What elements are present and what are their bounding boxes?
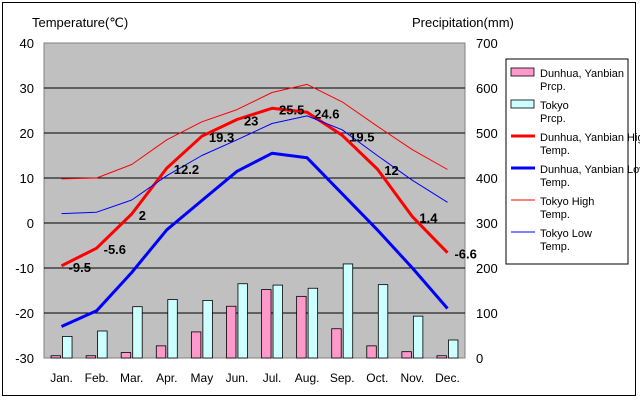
precip-bar [62,335,73,359]
precip-bar [366,345,377,359]
right-tick-label: 200 [476,261,498,276]
precip-bar [401,351,412,359]
right-tick-label: 300 [476,216,498,231]
precip-bar [342,263,354,359]
data-label: -5.6 [104,242,126,257]
x-tick-label: Nov. [400,371,424,385]
right-tick-label: 600 [476,81,498,96]
precip-bar [377,284,389,359]
precip-bar [97,330,108,359]
data-label: 12 [384,163,398,178]
legend-entry: Tokyo Prcp. [540,100,569,125]
data-label: 1.4 [419,211,438,226]
left-axis-title: Temperature(℃) [32,15,128,30]
left-tick-label: 0 [27,216,34,231]
data-label: 12.2 [174,162,199,177]
left-tick-label: 10 [20,171,34,186]
legend-entry: Dunhua, Yanbian Low Temp. [540,164,640,189]
right-axis-title: Precipitation(mm) [412,15,514,30]
legend-entry: Dunhua, Yanbian Prcp. [540,68,624,93]
x-tick-label: May [191,371,214,385]
temp-line [61,83,448,180]
x-tick-label: Dec. [435,371,460,385]
x-tick-label: Feb. [85,371,109,385]
right-tick-label: 100 [476,306,498,321]
grid-lines [44,87,465,314]
precip-bar [167,299,178,359]
data-label: 24.6 [314,106,339,121]
bar-series [50,263,459,359]
precip-bar [132,306,143,359]
precip-bar [155,345,167,359]
right-tick-label: 700 [476,36,498,51]
precip-bar [296,295,307,359]
precip-bar [261,289,272,359]
x-tick-label: Aug. [295,371,320,385]
legend-swatch [510,67,535,77]
right-tick-labels: 0 100 200 300 400 500 600 700 [476,36,498,366]
precip-bar [307,287,319,359]
legend-entry: Tokyo Low Temp. [540,228,592,253]
precip-bar [448,339,459,359]
precip-bar [412,315,424,359]
precip-bar [436,355,447,359]
precip-bar [237,283,248,359]
data-label: 23 [244,114,258,129]
left-tick-label: -20 [15,306,34,321]
left-tick-label: -10 [15,261,34,276]
x-tick-label: Sep. [330,371,355,385]
legend-swatch [510,99,535,109]
temp-line [60,151,449,328]
precip-bar [120,352,132,359]
precip-bar [190,331,202,359]
temp-line [61,115,448,215]
data-label: 25.5 [279,102,304,117]
x-tick-label: Jun. [226,371,249,385]
data-labels: -9.5 -5.6 2 12.2 19.3 23 25.5 24.6 19.5 12 1.4 -6.6 [69,102,477,275]
x-tick-labels: Jan. Feb. Mar. Apr. May Jun. Jul. Aug. Sep. Oct. N… [50,371,460,385]
left-tick-labels: -30 -20 -10 0 10 20 30 40 [15,36,34,366]
right-tick-label: 400 [476,171,498,186]
x-tick-label: Jan. [50,371,73,385]
right-tick-label: 0 [476,351,483,366]
legend-box [505,58,629,265]
data-label: -9.5 [69,260,91,275]
left-tick-label: -30 [15,351,34,366]
legend-entry: Tokyo High Temp. [540,196,594,221]
left-tick-label: 40 [20,36,34,51]
left-tick-label: 30 [20,81,34,96]
legend-entry: Dunhua, Yanbian High Temp. [540,132,640,157]
precip-bar [272,284,283,359]
line-series [60,83,449,328]
legend: Dunhua, Yanbian Prcp. Tokyo Prcp. Dunhua, Ya… [510,67,640,253]
precip-bar [226,305,237,359]
precip-bar [50,355,61,359]
precip-bar [85,355,97,359]
data-label: -6.6 [454,247,476,262]
x-tick-label: Mar. [120,371,143,385]
plot-area [43,42,466,359]
data-label: 2 [139,208,146,223]
x-tick-label: Jul. [263,371,282,385]
precip-bar [331,328,342,359]
x-tick-label: Oct. [366,371,388,385]
temp-line [60,106,449,268]
x-tick-label: Apr. [156,371,177,385]
precip-bar [202,299,213,359]
left-tick-label: 20 [20,126,34,141]
data-label: 19.5 [349,129,374,144]
data-label: 19.3 [209,130,234,145]
right-tick-label: 500 [476,126,498,141]
